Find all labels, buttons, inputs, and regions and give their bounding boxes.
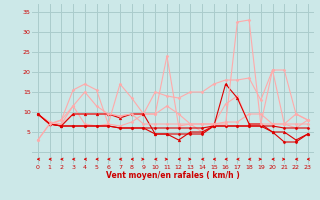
X-axis label: Vent moyen/en rafales ( km/h ): Vent moyen/en rafales ( km/h ): [106, 171, 240, 180]
